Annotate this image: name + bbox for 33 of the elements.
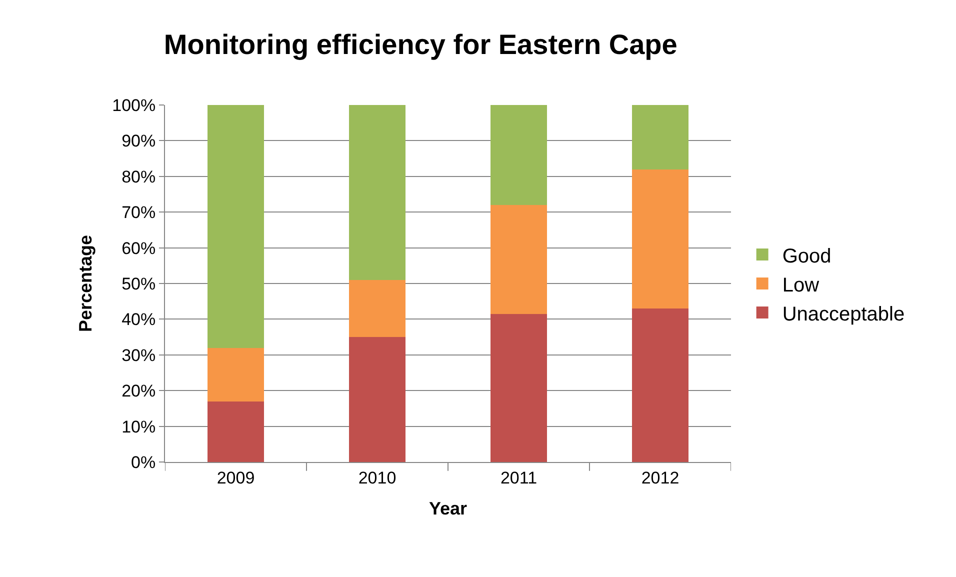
y-tick-label: 40% [122, 310, 156, 330]
y-tick-label: 100% [112, 96, 156, 115]
x-tick-label: 2010 [358, 468, 396, 488]
y-tick-label: 90% [122, 132, 156, 151]
bar [207, 105, 264, 348]
bar [490, 204, 548, 314]
bar [348, 280, 406, 338]
legend-label: Unacceptable [782, 303, 905, 326]
bar [632, 308, 689, 462]
x-tick-label: 2011 [500, 468, 538, 488]
bar [490, 105, 548, 205]
x-tick-label: 2009 [216, 468, 255, 488]
bar [632, 169, 689, 308]
y-tick-label: 60% [122, 238, 156, 258]
bar [207, 348, 264, 402]
y-tick-label: 0% [131, 452, 156, 472]
legend-label: Good [782, 245, 832, 268]
y-tick-label: 10% [122, 417, 156, 436]
y-tick-label: 50% [122, 274, 156, 294]
bar [348, 105, 406, 280]
bar [490, 314, 548, 462]
y-axis-title: Percentage [75, 234, 96, 332]
bar [207, 401, 264, 462]
y-tick-label: 70% [122, 203, 156, 222]
x-axis-title: Year [428, 498, 468, 518]
chart-title: Monitoring efficiency for Eastern Cape [164, 29, 678, 60]
y-tick-label: 80% [122, 167, 156, 186]
x-tick-label: 2012 [641, 468, 680, 488]
y-tick-label: 20% [122, 382, 156, 401]
legend-label: Low [782, 274, 820, 296]
bar [632, 105, 689, 170]
bar [348, 337, 406, 462]
y-tick-label: 30% [122, 346, 156, 365]
